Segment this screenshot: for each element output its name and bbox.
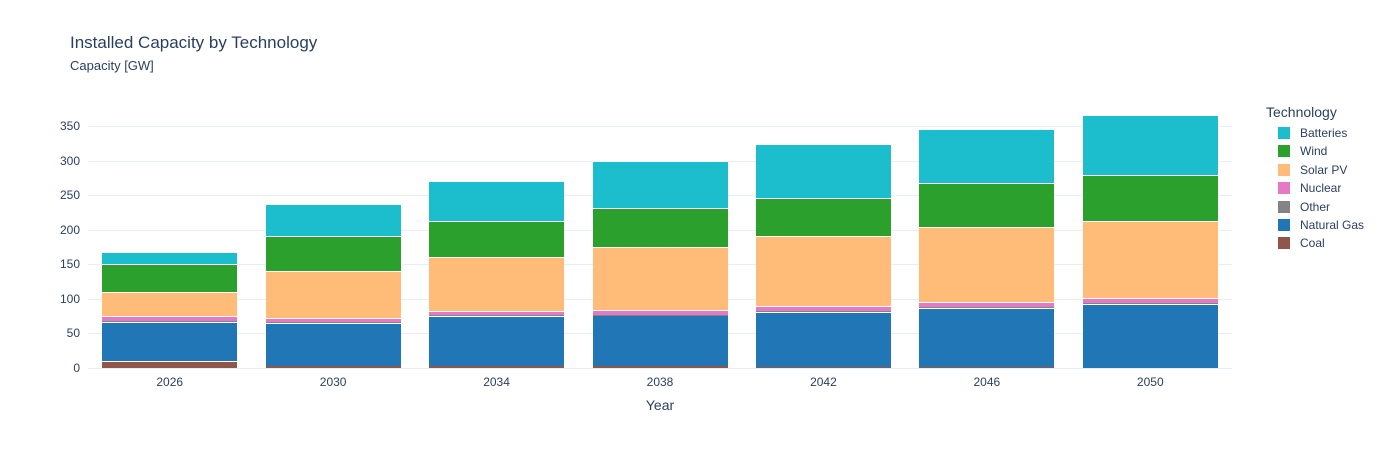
legend-label: Coal: [1300, 236, 1325, 251]
x-tick-label-2034: 2034: [483, 375, 510, 389]
bar-segment-coal-2046[interactable]: [919, 367, 1055, 368]
bar-segment-nuclear-2042[interactable]: [755, 306, 891, 312]
bar-segment-other-2034[interactable]: [429, 315, 565, 317]
gridline-y-350: [88, 126, 1232, 127]
bar-segment-natural-gas-2034[interactable]: [429, 316, 565, 366]
x-tick-label-2046: 2046: [973, 375, 1001, 389]
legend-item-natural-gas[interactable]: Natural Gas: [1278, 218, 1364, 232]
bar-segment-coal-2034[interactable]: [429, 365, 565, 368]
bar-segment-solar-pv-2038[interactable]: [592, 247, 728, 310]
bar-segment-solar-pv-2046[interactable]: [919, 226, 1055, 303]
bar-segment-natural-gas-2030[interactable]: [265, 323, 401, 366]
bar-segment-solar-pv-2034[interactable]: [429, 256, 565, 311]
bar-segment-wind-2042[interactable]: [755, 197, 891, 236]
bar-segment-batteries-2050[interactable]: [1082, 114, 1218, 176]
bar-segment-coal-2042[interactable]: [755, 366, 891, 368]
legend-item-other[interactable]: Other: [1278, 200, 1330, 214]
x-tick-label-2050: 2050: [1136, 375, 1164, 389]
bar-segment-batteries-2038[interactable]: [592, 161, 728, 209]
bar-segment-nuclear-2038[interactable]: [592, 309, 728, 315]
chart-title: Installed Capacity by Technology: [70, 33, 318, 52]
legend-label: Natural Gas: [1300, 218, 1365, 232]
x-tick-label-2042: 2042: [810, 375, 837, 389]
bar-segment-nuclear-2026[interactable]: [102, 316, 238, 321]
legend-label: Solar PV: [1300, 162, 1348, 177]
bar-segment-solar-pv-2030[interactable]: [265, 271, 401, 318]
legend-swatch-solar-pv: [1278, 163, 1290, 176]
bar-segment-coal-2026[interactable]: [102, 361, 238, 368]
y-tick-label: 50: [66, 326, 80, 341]
bar-segment-nuclear-2046[interactable]: [919, 302, 1055, 308]
y-axis-title: Capacity [GW]: [70, 58, 154, 73]
bar-segment-batteries-2042[interactable]: [755, 143, 891, 198]
bar-segment-batteries-2034[interactable]: [429, 180, 565, 221]
gridline-y-300: [88, 160, 1232, 162]
bar-segment-coal-2038[interactable]: [592, 365, 728, 368]
y-tick-label: 0: [73, 361, 80, 375]
bar-segment-wind-2026[interactable]: [102, 264, 238, 292]
legend-item-coal[interactable]: Coal: [1278, 236, 1325, 250]
bar-segment-natural-gas-2050[interactable]: [1082, 303, 1218, 368]
bar-segment-natural-gas-2046[interactable]: [919, 307, 1055, 368]
y-tick-label: 350: [59, 119, 80, 133]
bar-segment-other-2026[interactable]: [102, 320, 238, 322]
bar-segment-solar-pv-2042[interactable]: [755, 235, 891, 307]
bar-segment-natural-gas-2038[interactable]: [592, 315, 728, 366]
x-tick-label-2038: 2038: [646, 375, 674, 389]
bar-segment-other-2030[interactable]: [265, 322, 401, 324]
x-tick-label-2026: 2026: [156, 375, 184, 389]
bar-segment-solar-pv-2050[interactable]: [1082, 220, 1218, 299]
legend-item-solar-pv[interactable]: Solar PV: [1278, 163, 1347, 177]
legend-item-batteries[interactable]: Batteries: [1278, 126, 1347, 140]
legend-label: Other: [1300, 199, 1331, 214]
y-tick-label: 300: [59, 153, 80, 168]
bar-segment-wind-2038[interactable]: [592, 208, 728, 247]
legend-swatch-batteries: [1278, 127, 1290, 139]
x-tick-label-2030: 2030: [319, 375, 347, 389]
bar-segment-nuclear-2050[interactable]: [1082, 298, 1218, 303]
bar-segment-wind-2034[interactable]: [429, 220, 565, 257]
bar-segment-other-2038[interactable]: [592, 314, 728, 316]
bar-segment-nuclear-2030[interactable]: [265, 317, 401, 323]
y-tick-label: 150: [59, 257, 80, 272]
legend-label: Batteries: [1300, 126, 1348, 140]
y-tick-label: 250: [59, 188, 80, 203]
legend-swatch-nuclear: [1278, 182, 1290, 195]
gridline-y-0: [88, 368, 1232, 369]
bar-segment-solar-pv-2026[interactable]: [102, 291, 238, 317]
y-tick-label: 100: [59, 291, 80, 306]
bar-segment-coal-2030[interactable]: [265, 365, 401, 368]
bar-segment-natural-gas-2026[interactable]: [102, 321, 238, 362]
bar-segment-wind-2046[interactable]: [919, 183, 1055, 227]
bar-segment-other-2050[interactable]: [1082, 303, 1218, 304]
legend-swatch-natural-gas: [1278, 219, 1290, 231]
bar-segment-other-2042[interactable]: [755, 311, 891, 312]
bar-segment-batteries-2030[interactable]: [265, 204, 401, 236]
bar-segment-batteries-2046[interactable]: [919, 129, 1055, 184]
y-tick-label: 200: [59, 222, 80, 237]
legend-swatch-coal: [1278, 237, 1290, 250]
legend-item-wind[interactable]: Wind: [1278, 144, 1327, 158]
bar-segment-wind-2030[interactable]: [265, 235, 401, 272]
bar-segment-other-2046[interactable]: [919, 307, 1055, 308]
bar-segment-batteries-2026[interactable]: [102, 251, 238, 265]
bar-segment-natural-gas-2042[interactable]: [755, 311, 891, 367]
bar-segment-wind-2050[interactable]: [1082, 175, 1218, 221]
legend-label: Nuclear: [1300, 181, 1342, 196]
legend-title: Technology: [1266, 104, 1337, 120]
bar-segment-nuclear-2034[interactable]: [429, 310, 565, 316]
legend-swatch-wind: [1278, 145, 1290, 158]
x-axis-title: Year: [645, 397, 675, 413]
legend-label: Wind: [1300, 144, 1328, 159]
legend-item-nuclear[interactable]: Nuclear: [1278, 181, 1341, 195]
legend-swatch-other: [1278, 200, 1290, 213]
